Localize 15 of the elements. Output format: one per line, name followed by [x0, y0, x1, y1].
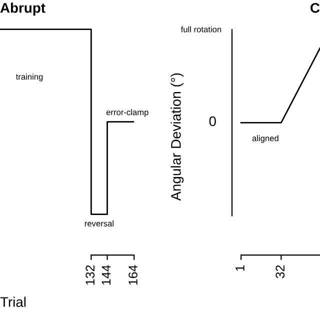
x-tick-label: 132	[86, 265, 95, 285]
x-tick-label: 164	[128, 265, 138, 285]
text: 0	[209, 116, 216, 126]
chart-title: C	[310, 2, 320, 13]
x-tick-label: 32	[276, 265, 285, 278]
annotation: aligned	[252, 135, 278, 143]
text: reversal	[84, 220, 114, 226]
x-axis-title: Trial	[0, 296, 26, 307]
y-axis-title: Angular Deviation (°)	[170, 73, 184, 201]
x-tick-label: 1	[236, 265, 244, 271]
annotation: error-clamp	[106, 109, 148, 117]
annotation: training	[16, 74, 43, 82]
text: full rotation	[180, 26, 222, 32]
x-tick-label: 144	[102, 265, 110, 285]
chart-title: Abrupt	[0, 2, 46, 16]
